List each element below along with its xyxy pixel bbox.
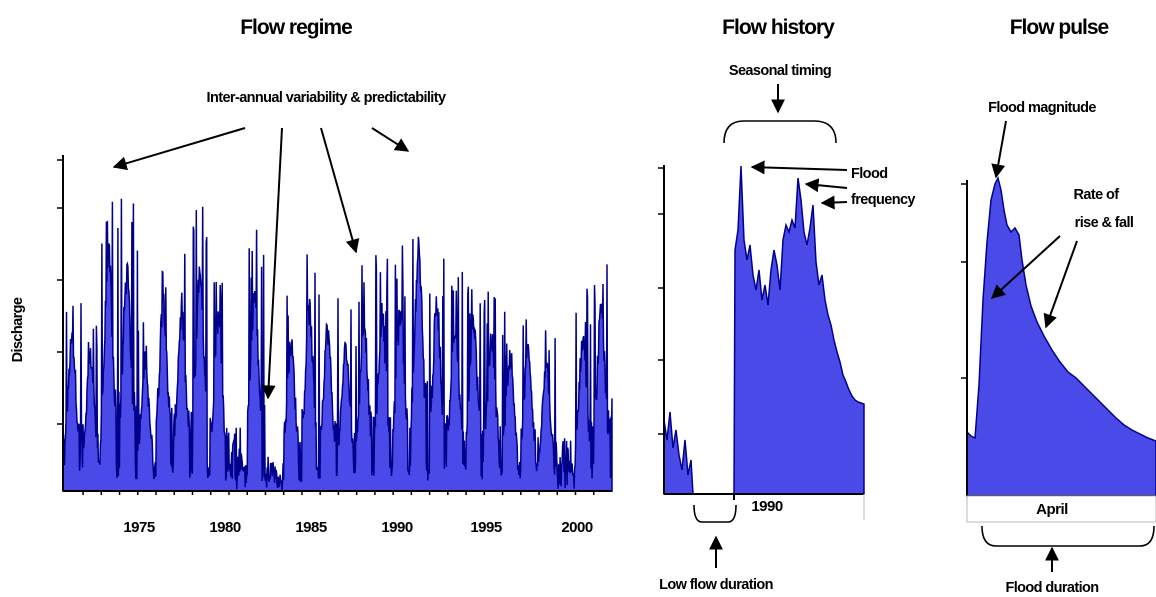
arrow-to-1973-peak — [112, 127, 246, 171]
flood-frequency-arrow-3 — [820, 195, 848, 210]
flood-frequency-label-line2: frequency — [851, 192, 915, 208]
interannual-variability-label: Inter-annual variability & predictabilit… — [207, 90, 446, 106]
pulse-discharge-area — [966, 175, 1156, 497]
title-flow-history: Flow history — [722, 16, 835, 39]
panel-flow-history: 1990 Seasonal timing Flood frequency Low… — [658, 63, 916, 593]
flood-duration-bracket — [981, 525, 1155, 547]
rate-of-rise-fall-label-line2: rise & fall — [1075, 215, 1134, 231]
arrow-to-1982-trough — [261, 127, 283, 400]
fall-arrow — [1043, 240, 1078, 329]
title-flow-regime: Flow regime — [240, 16, 352, 39]
regime-discharge-area — [62, 198, 613, 492]
panel-flow-regime: 1975 1980 1985 1990 1995 2000 Discharge … — [10, 90, 613, 536]
flood-frequency-arrow-1 — [750, 160, 848, 175]
regime-tick-label: 1975 — [123, 519, 155, 536]
seasonal-timing-bracket — [723, 120, 837, 144]
pulse-x-tick-box — [966, 495, 1156, 523]
flood-frequency-arrow-2 — [804, 178, 848, 193]
regime-tick-label: 2000 — [561, 519, 593, 536]
low-flow-duration-bracket — [693, 504, 737, 523]
regime-tick-label: 1980 — [209, 519, 241, 536]
regime-y-axis-label: Discharge — [10, 297, 26, 362]
flood-frequency-label-line1: Flood — [851, 166, 887, 182]
regime-tick-label: 1995 — [470, 519, 502, 536]
title-flow-pulse: Flow pulse — [1010, 16, 1109, 39]
flood-duration-label: Flood duration — [1005, 580, 1098, 596]
low-flow-duration-label: Low flow duration — [659, 577, 773, 593]
arrow-to-1987-peak — [320, 127, 360, 254]
rate-of-rise-fall-label-line1: Rate of — [1074, 187, 1120, 203]
flood-magnitude-label: Flood magnitude — [988, 100, 1096, 116]
rise-arrow — [990, 235, 1061, 299]
seasonal-timing-label: Seasonal timing — [729, 63, 831, 79]
regime-tick-label: 1990 — [381, 519, 413, 536]
flood-magnitude-arrow — [991, 120, 1007, 179]
panel-flow-pulse: April Flood duration Flood magnitude Rat… — [961, 100, 1156, 596]
history-tick-label: 1990 — [751, 498, 783, 515]
pulse-tick-label: April — [1036, 501, 1068, 518]
regime-tick-label: 1985 — [295, 519, 327, 536]
arrow-to-1990-peak — [371, 127, 410, 152]
history-discharge-area — [663, 165, 865, 495]
